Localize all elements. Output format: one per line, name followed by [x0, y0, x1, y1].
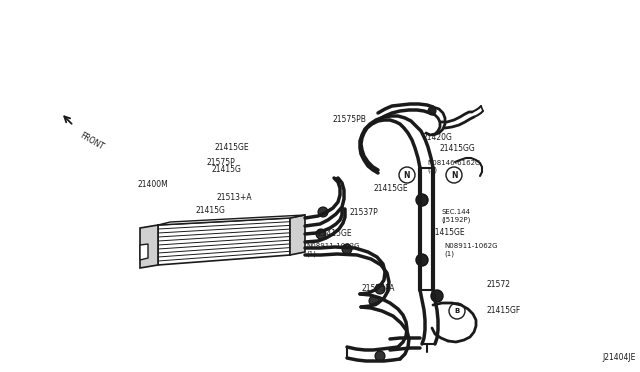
Text: 21415G: 21415G [195, 206, 225, 215]
Text: FRONT: FRONT [79, 131, 106, 151]
Polygon shape [158, 218, 290, 265]
Text: N: N [404, 170, 410, 180]
Circle shape [416, 194, 428, 206]
Text: 21400M: 21400M [138, 180, 168, 189]
Text: N08146-6162G
(1): N08146-6162G (1) [428, 160, 481, 173]
Circle shape [342, 244, 352, 254]
Text: 21575PB: 21575PB [333, 115, 367, 124]
Text: 21415G: 21415G [211, 165, 241, 174]
Polygon shape [158, 215, 305, 225]
Polygon shape [290, 215, 305, 255]
Polygon shape [140, 225, 158, 268]
Text: N08911-1062G
(1): N08911-1062G (1) [306, 243, 360, 257]
Circle shape [428, 107, 436, 115]
Text: 21415GE: 21415GE [317, 229, 352, 238]
Text: 21513+A: 21513+A [216, 193, 252, 202]
Text: N08911-1062G
(1): N08911-1062G (1) [444, 243, 498, 257]
Circle shape [416, 254, 428, 266]
Circle shape [318, 207, 328, 217]
Circle shape [431, 290, 443, 302]
Text: 21572: 21572 [486, 280, 511, 289]
Circle shape [369, 296, 379, 306]
Text: 21575P: 21575P [207, 158, 236, 167]
Text: 21415GE: 21415GE [214, 143, 249, 152]
Text: 21415GE: 21415GE [430, 228, 465, 237]
Text: 21415GG: 21415GG [439, 144, 475, 153]
Text: 21575PA: 21575PA [362, 284, 395, 293]
Text: 21415GF: 21415GF [486, 306, 521, 315]
Text: B: B [454, 308, 460, 314]
Text: SEC.144
(J5192P): SEC.144 (J5192P) [442, 209, 471, 222]
Text: N: N [451, 170, 457, 180]
Text: 21537P: 21537P [349, 208, 378, 217]
Text: 21420G: 21420G [422, 133, 452, 142]
Text: J21404JE: J21404JE [603, 353, 636, 362]
Circle shape [316, 229, 326, 239]
Circle shape [375, 284, 385, 294]
Text: 21415GE: 21415GE [374, 184, 408, 193]
Circle shape [375, 351, 385, 361]
Polygon shape [140, 244, 148, 260]
